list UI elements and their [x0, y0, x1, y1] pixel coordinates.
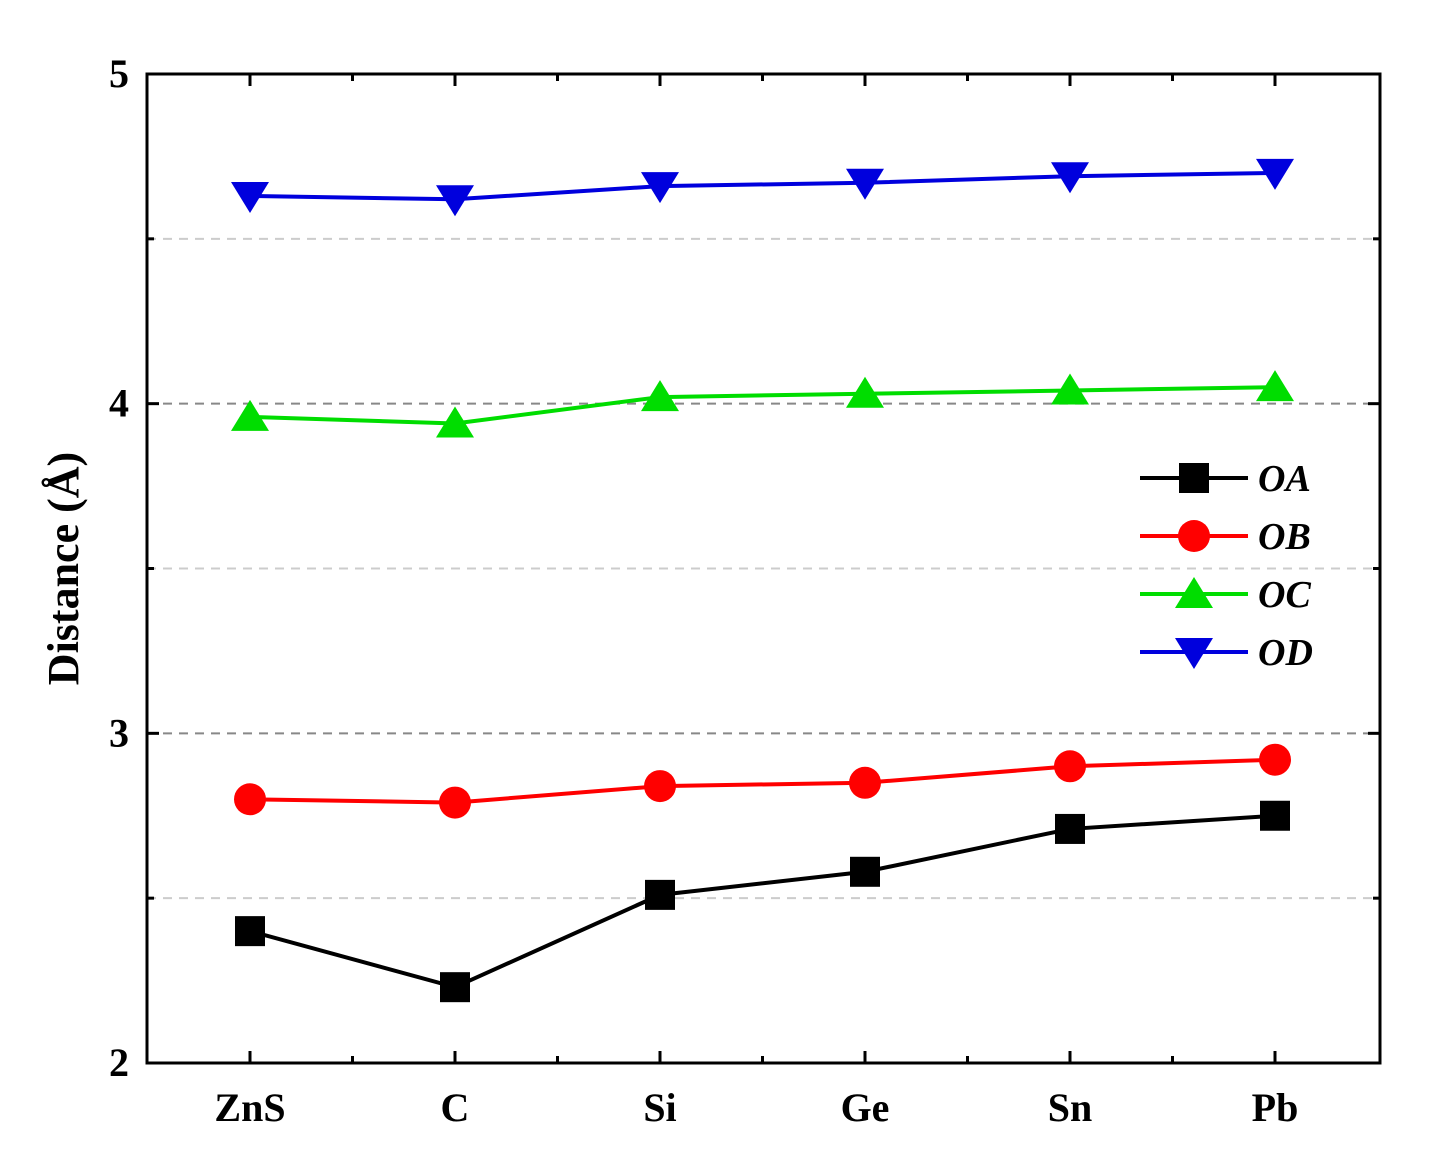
- legend-label: OB: [1258, 516, 1311, 558]
- data-point: [1054, 750, 1086, 783]
- series-line: [249, 757, 1276, 805]
- legend: OA OB OC OD: [1140, 458, 1313, 674]
- series-line: [249, 385, 1276, 426]
- legend-entry-oa: OA: [1140, 458, 1311, 500]
- series-line: [249, 170, 1276, 202]
- data-point: [641, 380, 679, 412]
- y-tick-label: 2: [109, 1040, 129, 1085]
- data-point: [1256, 370, 1294, 402]
- series-od: [231, 158, 1294, 217]
- x-tick-label: Si: [643, 1085, 676, 1130]
- data-point: [645, 879, 675, 910]
- data-point: [1051, 162, 1089, 194]
- data-point: [1055, 813, 1085, 844]
- data-point: [440, 972, 470, 1003]
- data-point: [1259, 743, 1291, 776]
- x-tick-label: Pb: [1252, 1085, 1299, 1130]
- data-point: [1256, 158, 1294, 190]
- x-tick-label: C: [441, 1085, 470, 1130]
- legend-label: OD: [1258, 632, 1313, 674]
- legend-marker: [1178, 520, 1210, 552]
- legend-label: OA: [1258, 458, 1311, 500]
- legend-entry-od: OD: [1140, 632, 1313, 674]
- data-point: [1051, 373, 1089, 405]
- data-point: [846, 376, 884, 408]
- data-point: [231, 399, 269, 431]
- data-point: [849, 766, 881, 799]
- legend-marker: [1179, 463, 1209, 493]
- legend-marker: [1175, 638, 1213, 669]
- data-point: [231, 181, 269, 213]
- grid-lines: [147, 237, 1380, 900]
- data-point: [1260, 800, 1290, 831]
- data-point: [644, 770, 676, 803]
- series-line: [249, 813, 1276, 990]
- x-tick-label: ZnS: [214, 1085, 285, 1130]
- data-point: [436, 406, 474, 438]
- data-point: [641, 172, 679, 204]
- legend-entry-ob: OB: [1140, 516, 1311, 558]
- axes: 2 3 4 5 ZnS C Si Ge Sn Pb: [109, 51, 1380, 1130]
- data-point: [436, 185, 474, 217]
- legend-entry-oc: OC: [1140, 574, 1311, 616]
- data-point: [850, 856, 880, 887]
- data-point: [235, 916, 265, 947]
- legend-marker: [1175, 577, 1213, 608]
- series-oc: [231, 370, 1294, 438]
- data-point: [846, 168, 884, 200]
- y-tick-label: 3: [109, 710, 129, 755]
- legend-label: OC: [1258, 574, 1311, 616]
- y-tick-label: 5: [109, 51, 129, 96]
- data-point: [234, 783, 266, 816]
- series-oa: [235, 800, 1290, 1003]
- y-tick-label: 4: [109, 381, 129, 426]
- data-point: [439, 786, 471, 819]
- series-ob: [234, 743, 1291, 819]
- x-tick-label: Ge: [841, 1085, 890, 1130]
- series-group: [231, 158, 1294, 1003]
- y-axis-label: Distance (Å): [39, 452, 88, 685]
- x-tick-label: Sn: [1048, 1085, 1093, 1130]
